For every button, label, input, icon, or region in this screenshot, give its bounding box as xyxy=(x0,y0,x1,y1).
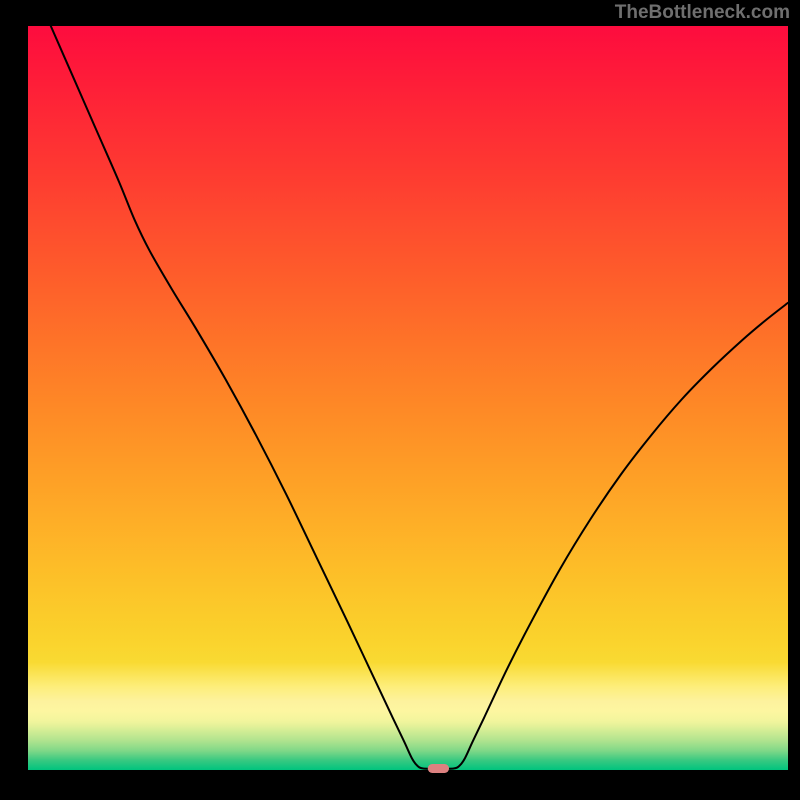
plot-background xyxy=(28,26,788,770)
bottleneck-chart xyxy=(0,0,800,800)
chart-container: TheBottleneck.com xyxy=(0,0,800,800)
optimum-marker xyxy=(428,764,449,773)
watermark-text: TheBottleneck.com xyxy=(615,2,790,24)
